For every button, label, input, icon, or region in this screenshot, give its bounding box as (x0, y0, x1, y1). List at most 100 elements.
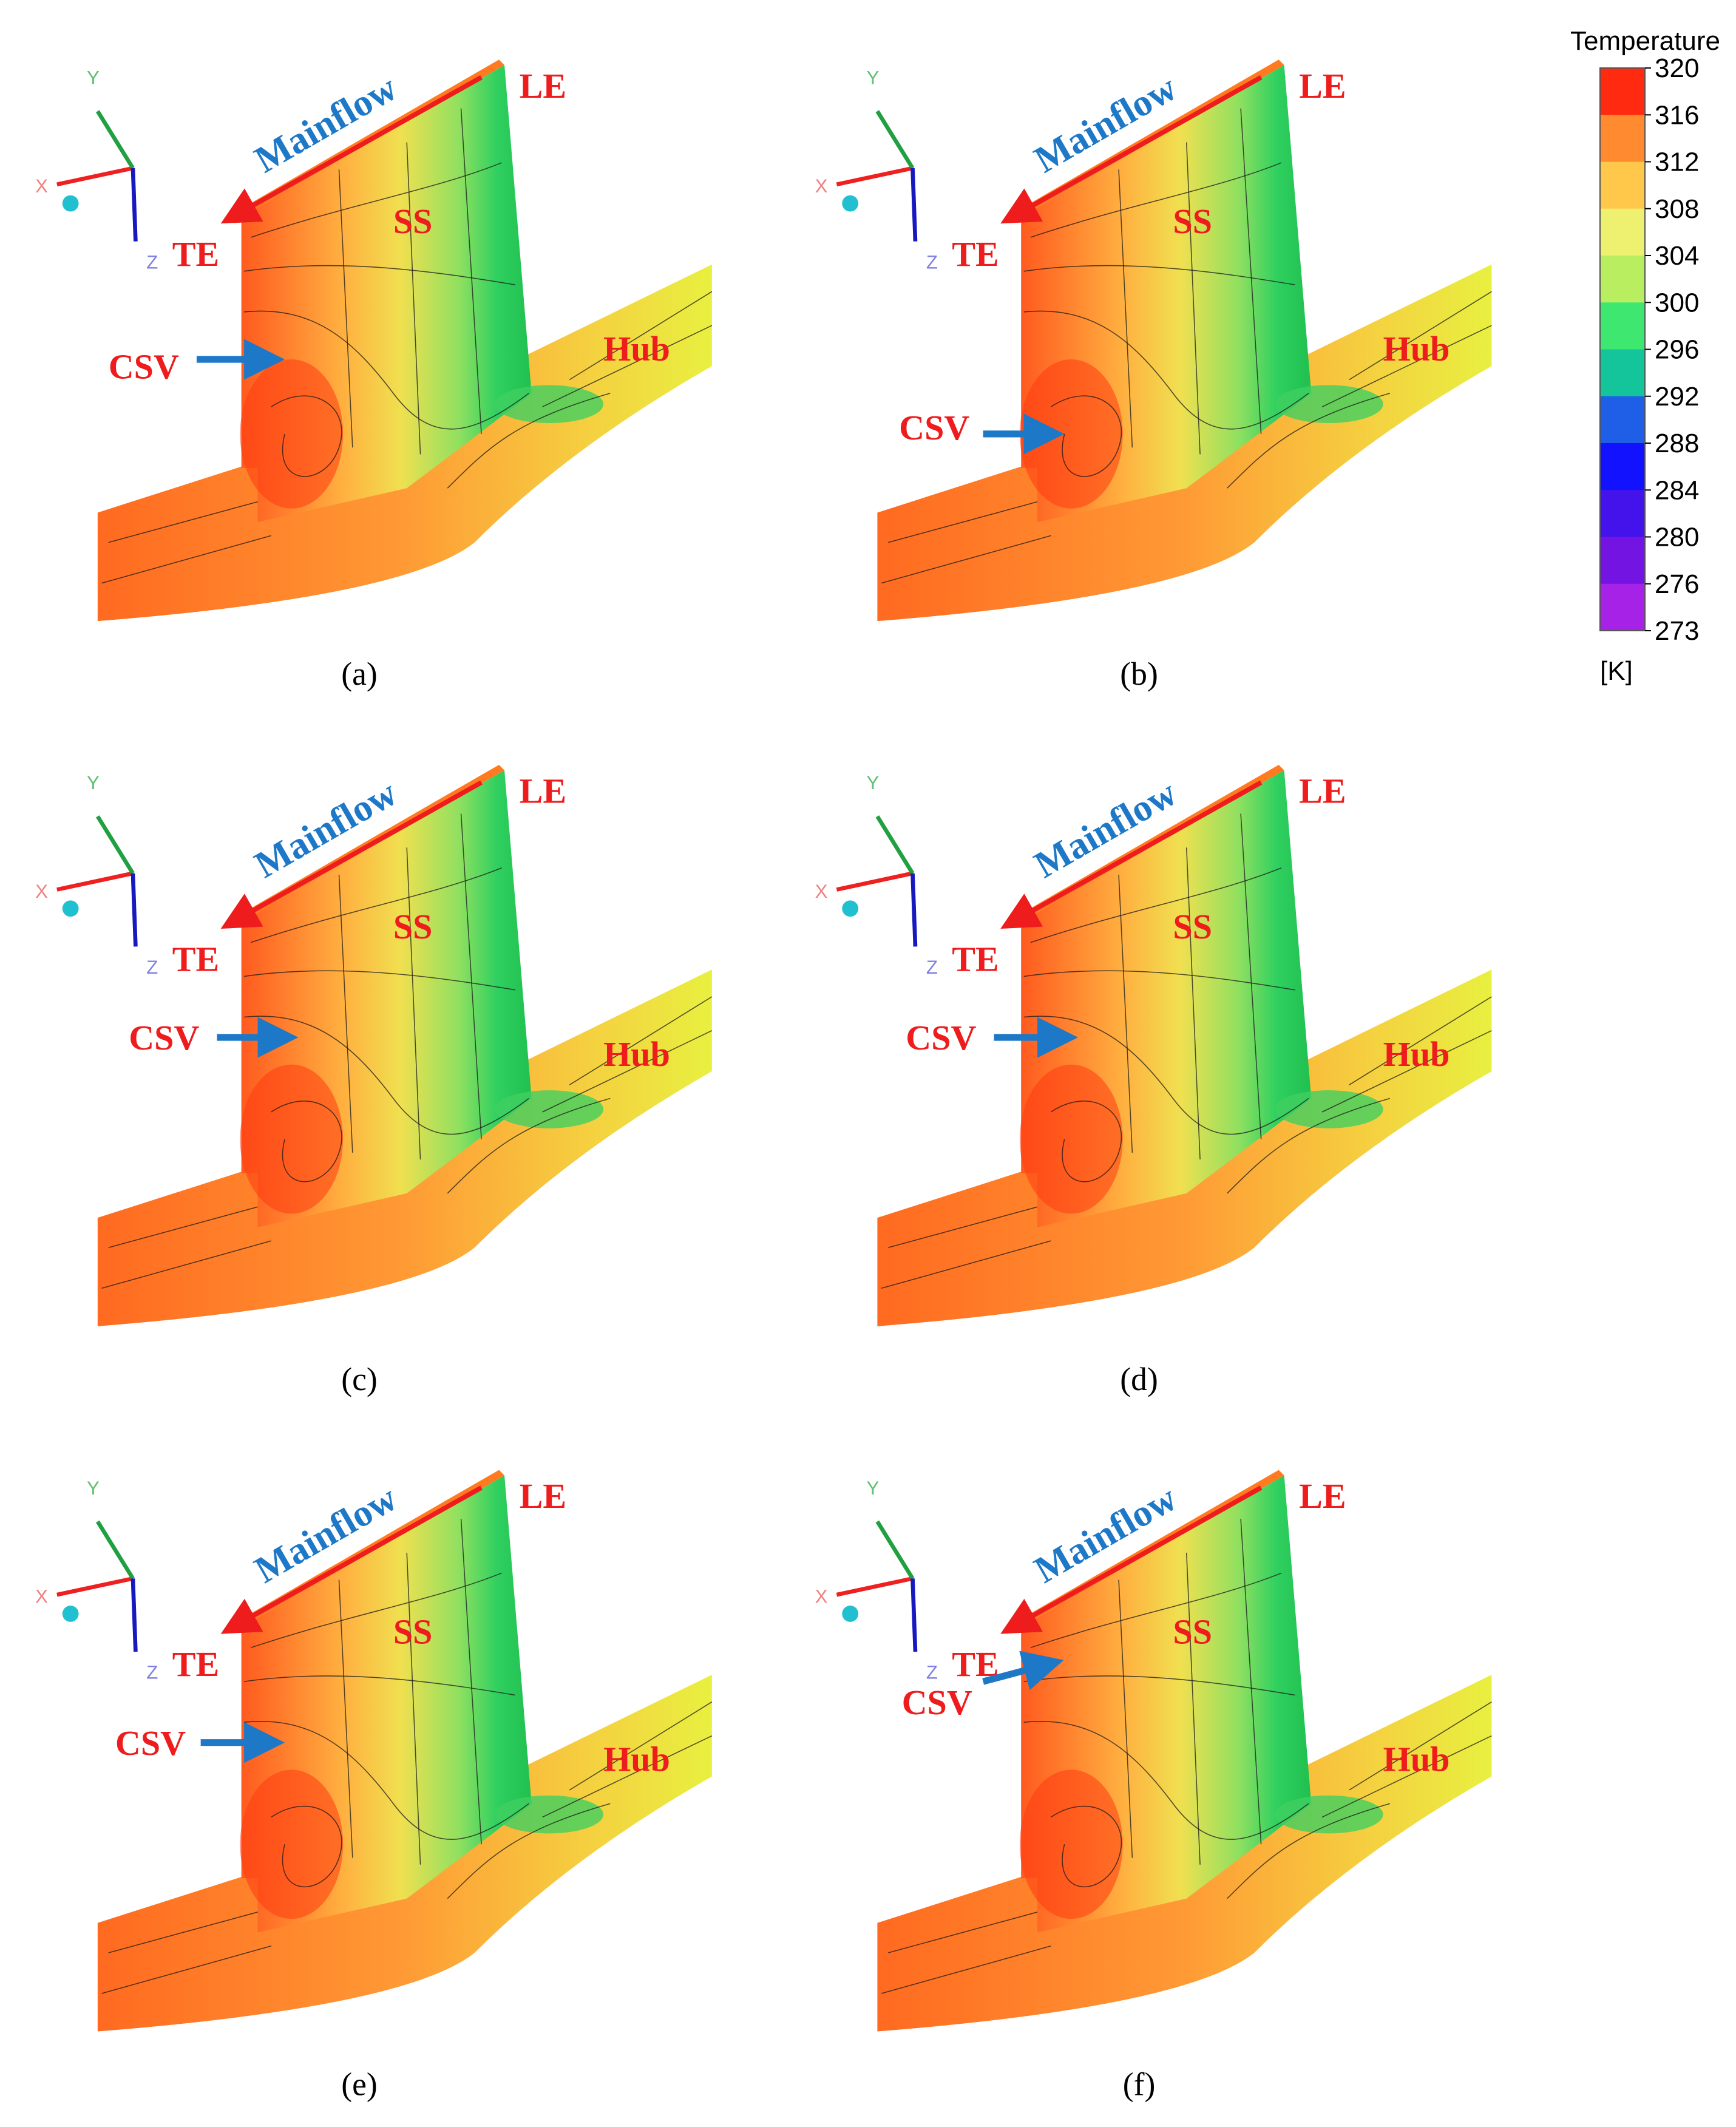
streamline (447, 1097, 611, 1194)
axis-y (875, 1520, 915, 1580)
streamline (881, 1946, 1051, 1994)
streamline (1227, 1803, 1391, 1899)
mainflow-arrow (220, 780, 483, 929)
hot-zone (1019, 1064, 1123, 1214)
streamline (1023, 970, 1295, 991)
streamline (244, 1721, 529, 1840)
axis-z-label: Z (146, 957, 158, 978)
colorbar-tick-label: 304 (1655, 241, 1699, 271)
cool-zone (1274, 1795, 1383, 1834)
axis-y (95, 1520, 135, 1580)
streamline (881, 1240, 1051, 1289)
caption: (c) (341, 1361, 378, 1397)
streamline (1349, 996, 1492, 1085)
axis-x-label: X (35, 1586, 48, 1607)
streamline (447, 393, 611, 489)
axis-x (56, 871, 134, 892)
axis-ball (62, 1606, 79, 1622)
colorbar-tick-label: 292 (1655, 382, 1699, 412)
streamline (569, 1701, 713, 1791)
streamline (1349, 1701, 1492, 1791)
streamline (101, 535, 272, 584)
axis-z (131, 1578, 138, 1652)
colorbar-band (1600, 256, 1645, 304)
streamline (1321, 1030, 1492, 1113)
streamline (244, 1675, 516, 1696)
colorbar-band (1600, 443, 1645, 491)
hub-label: Hub (1383, 1034, 1450, 1074)
mainflow-arrow (1000, 1485, 1263, 1634)
streamline (460, 108, 482, 434)
streamline (1349, 291, 1492, 381)
te-label: TE (172, 940, 219, 979)
colorbar-unit: [K] (1600, 656, 1633, 686)
colorbar-tick-label: 276 (1655, 569, 1699, 599)
hot-zone (240, 1769, 344, 1919)
colorbar-tick-label: 312 (1655, 148, 1699, 177)
le-label: LE (1299, 1476, 1346, 1516)
le-label: LE (1299, 66, 1346, 106)
csv-label: CSV (899, 408, 969, 447)
csv-label: CSV (906, 1018, 976, 1057)
streamline (1050, 395, 1122, 477)
le-label: LE (1299, 772, 1346, 811)
ss-label: SS (1173, 202, 1212, 241)
cool-zone (1274, 1090, 1383, 1128)
streamline (101, 1946, 272, 1994)
mainflow-arrow (220, 75, 483, 224)
colorbar-band (1600, 490, 1645, 538)
caption: (d) (1120, 1361, 1158, 1397)
axis-ball (62, 900, 79, 917)
streamline (108, 1912, 258, 1953)
colorbar-band (1600, 161, 1645, 209)
te-label: TE (172, 1644, 219, 1684)
axis-x (836, 871, 914, 892)
streamline (1118, 874, 1133, 1153)
streamline (406, 142, 421, 455)
hot-zone (240, 359, 344, 509)
streamline (1118, 169, 1133, 448)
axis-y (875, 815, 915, 875)
streamline (1185, 142, 1201, 455)
mainflow-arrow (1000, 780, 1263, 929)
axis-x-label: X (35, 881, 48, 902)
axis-y (95, 110, 135, 169)
axis-x-label: X (815, 1586, 828, 1607)
streamline (338, 1579, 353, 1858)
colorbar-tick-label: 320 (1655, 53, 1699, 83)
axis-z (131, 873, 138, 947)
streamline (1023, 1016, 1309, 1135)
cool-zone (495, 1090, 604, 1128)
streamline (1240, 1519, 1262, 1845)
colorbar-tick-label: 308 (1655, 194, 1699, 224)
streamline (542, 1030, 713, 1113)
axis-x (836, 1576, 914, 1597)
ss-label: SS (393, 907, 433, 946)
ss-label: SS (1173, 907, 1212, 946)
streamline (1185, 847, 1201, 1160)
streamline (101, 1240, 272, 1289)
streamline (447, 1803, 611, 1899)
te-label: TE (172, 234, 219, 274)
csv-label: CSV (115, 1723, 186, 1763)
hot-zone (1019, 359, 1123, 509)
csv-label: CSV (129, 1018, 199, 1057)
streamline (460, 813, 482, 1139)
cool-zone (495, 1795, 604, 1834)
streamline (1227, 1097, 1391, 1194)
streamline (406, 847, 421, 1160)
streamline (251, 162, 502, 238)
streamline (542, 1735, 713, 1818)
axis-x-label: X (815, 881, 828, 902)
cool-zone (1274, 385, 1383, 424)
streamline (244, 310, 529, 430)
axis-z-label: Z (926, 1662, 938, 1683)
streamline (338, 169, 353, 448)
le-label: LE (520, 772, 566, 811)
caption: (b) (1120, 656, 1158, 692)
streamline (888, 1912, 1038, 1953)
colorbar-band (1600, 302, 1645, 350)
streamline (271, 1101, 342, 1182)
